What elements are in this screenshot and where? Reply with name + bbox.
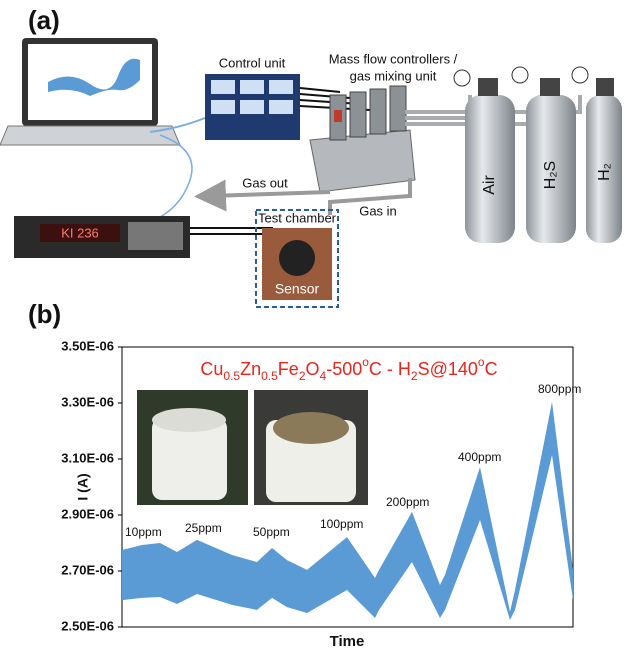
mfc-label: gas mixing unit: [350, 68, 437, 83]
y-tick-label: 3.50E-06: [61, 338, 114, 353]
title-part: O: [306, 359, 320, 379]
cylinder-label: H₂: [596, 163, 613, 181]
title-part: 0.5: [223, 369, 240, 383]
gas-in-label: Gas in: [359, 203, 397, 218]
chart-title: Cu0.5Zn0.5Fe2O4-500oC - H2S@140oC: [200, 355, 497, 383]
annotation: 100ppm: [320, 517, 363, 531]
panel-label: (b): [28, 299, 61, 329]
y-tick-label: 3.10E-06: [61, 450, 114, 465]
annotation: 800ppm: [538, 382, 581, 396]
laptop: [0, 38, 180, 145]
figure: (a) Control unit Mass flow controllers /…: [0, 0, 625, 651]
y-tick-label: 2.50E-06: [61, 618, 114, 633]
title-part: Fe: [278, 359, 299, 379]
cylinders: [454, 67, 622, 243]
control-unit-label: Control unit: [219, 55, 286, 70]
title-part: C - H: [369, 359, 411, 379]
y-tick-label: 2.90E-06: [61, 506, 114, 521]
panel-label: (a): [28, 5, 60, 35]
x-axis-label: Time: [330, 633, 365, 650]
cable: [150, 135, 192, 222]
annotation: 400ppm: [458, 450, 501, 464]
cable: [150, 118, 205, 132]
y-axis-label: I (A): [75, 473, 91, 500]
sensor-chip: [279, 240, 315, 276]
test-chamber-label: Test chamber: [258, 210, 337, 225]
inset-photos: [137, 390, 368, 505]
gas-out-arrow: [210, 192, 330, 196]
y-tick-label: 2.70E-06: [61, 562, 114, 577]
annotation: 10ppm: [125, 525, 162, 539]
instrument-display: KI 236: [61, 225, 99, 240]
title-part: C: [485, 359, 498, 379]
title-part: Zn: [240, 359, 261, 379]
title-part: -500: [326, 359, 362, 379]
annotation: 200ppm: [386, 495, 429, 509]
annotation: 25ppm: [185, 521, 222, 535]
control-unit: [205, 74, 300, 140]
cylinder-label: Air: [481, 175, 498, 195]
sensor-label: Sensor: [275, 281, 320, 297]
cylinder-label: H₂S: [542, 161, 559, 189]
instrument: [14, 216, 190, 258]
title-part: Cu: [200, 359, 223, 379]
page: (a) Control unit Mass flow controllers /…: [0, 0, 625, 651]
annotation: 50ppm: [253, 525, 290, 539]
title-part: 0.5: [261, 369, 278, 383]
mfc-label: Mass flow controllers /: [329, 51, 458, 66]
gas-out-label: Gas out: [242, 175, 288, 190]
y-tick-label: 3.30E-06: [61, 394, 114, 409]
title-part: S@140: [418, 359, 478, 379]
